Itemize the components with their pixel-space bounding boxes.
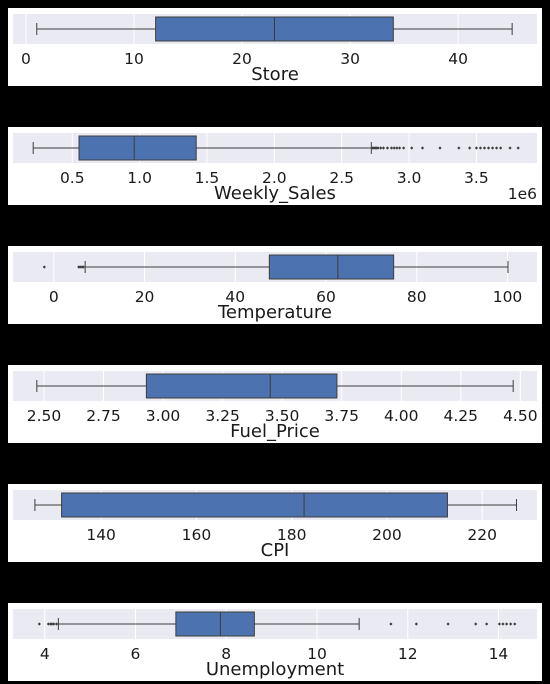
offset-label-weekly-sales: 1e6 (508, 185, 537, 203)
tick-label-fuel-price: 3.25 (205, 407, 240, 425)
outlier-point-weekly-sales (478, 146, 483, 150)
outlier-point-weekly-sales (468, 146, 472, 150)
tick-label-fuel-price: 2.75 (86, 407, 121, 425)
tick-label-cpi: 180 (277, 526, 307, 544)
outlier-point-weekly-sales (392, 146, 396, 150)
tick-label-unemployment: 14 (489, 645, 509, 663)
outlier-point-weekly-sales (474, 146, 478, 150)
tick-label-weekly-sales: 0.5 (60, 169, 85, 187)
tick-label-store: 30 (340, 50, 360, 68)
outlier-point-unemployment (54, 622, 59, 626)
x-axis-label-fuel-price: Fuel_Price (230, 421, 320, 442)
tick-label-unemployment: 6 (131, 645, 141, 663)
outlier-point-unemployment (497, 622, 501, 626)
tick-label-temperature: 100 (493, 288, 523, 306)
outlier-point-weekly-sales (438, 146, 442, 150)
panel-fuel-price: 2.50 2.75 3.00 3.25 3.50 3.75 4.00 4.25 4.50 Fuel… (8, 365, 542, 443)
outlier-point-weekly-sales (457, 146, 461, 150)
panel-cpi: 140 160 180 200 220 CPI (8, 484, 542, 562)
outlier-point-unemployment (37, 622, 41, 626)
outlier-point-unemployment (509, 622, 513, 626)
x-axis-label-temperature: Temperature (217, 302, 332, 323)
outlier-point-weekly-sales (381, 146, 386, 150)
outlier-point-temperature (42, 265, 46, 269)
outlier-point-temperature (81, 265, 85, 269)
outlier-point-unemployment (485, 622, 489, 626)
outlier-point-weekly-sales (385, 146, 390, 150)
outlier-point-unemployment (505, 622, 509, 626)
box-fuel-price (145, 373, 338, 399)
panel-unemployment: 4 6 8 10 12 14 Unemployment (8, 603, 542, 681)
outlier-point-unemployment (501, 622, 505, 626)
outlier-point-unemployment (50, 622, 54, 626)
box-unemployment (175, 611, 255, 637)
outlier-point-weekly-sales (508, 146, 512, 150)
tick-label-temperature: 40 (225, 288, 245, 306)
outlier-point-weekly-sales (379, 146, 383, 150)
outlier-point-weekly-sales (395, 146, 399, 150)
tick-label-weekly-sales: 2.5 (329, 169, 354, 187)
tick-label-weekly-sales: 2.0 (262, 169, 287, 187)
tick-label-temperature: 20 (135, 288, 155, 306)
tick-label-cpi: 160 (182, 526, 212, 544)
outlier-point-weekly-sales (494, 146, 499, 150)
tick-label-fuel-price: 3.50 (265, 407, 300, 425)
tick-label-unemployment: 10 (307, 645, 327, 663)
tick-label-weekly-sales: 3.0 (397, 169, 422, 187)
tick-label-fuel-price: 4.25 (444, 407, 479, 425)
tick-label-store: 40 (448, 50, 468, 68)
x-axis-label-weekly-sales: Weekly_Sales (214, 183, 336, 204)
panel-store: 0 10 20 30 40 Store (8, 8, 542, 86)
outlier-point-temperature (78, 265, 82, 269)
outlier-point-unemployment (414, 622, 418, 626)
outlier-point-weekly-sales (420, 146, 425, 150)
tick-label-unemployment: 12 (398, 645, 418, 663)
outlier-point-weekly-sales (410, 146, 414, 150)
outlier-point-unemployment (46, 622, 50, 626)
outlier-point-weekly-sales (398, 146, 402, 150)
outlier-point-weekly-sales (516, 146, 520, 150)
tick-label-cpi: 140 (86, 526, 116, 544)
outlier-point-unemployment (446, 622, 450, 626)
x-axis-label-store: Store (251, 64, 299, 85)
tick-label-fuel-price: 4.50 (503, 407, 538, 425)
box-cpi (61, 492, 448, 518)
tick-label-fuel-price: 4.00 (384, 407, 419, 425)
outlier-point-weekly-sales (376, 146, 380, 150)
panel-temperature: 0 20 40 60 80 100 Temperature (8, 246, 542, 324)
outlier-point-weekly-sales (499, 146, 503, 150)
tick-label-fuel-price: 3.75 (324, 407, 359, 425)
tick-label-weekly-sales: 1.5 (195, 169, 220, 187)
tick-label-cpi: 200 (372, 526, 402, 544)
panel-weekly-sales: 0.5 1.0 1.5 2.0 2.5 3.0 3.5 1e6 Weekly_Sales (8, 127, 542, 205)
tick-label-store: 0 (21, 50, 31, 68)
box-weekly-sales (78, 135, 197, 161)
tick-label-temperature: 0 (49, 288, 59, 306)
tick-label-fuel-price: 3.00 (146, 407, 181, 425)
outlier-point-weekly-sales (389, 146, 394, 150)
tick-label-temperature: 80 (407, 288, 427, 306)
outlier-point-unemployment (52, 622, 56, 626)
tick-label-unemployment: 4 (40, 645, 50, 663)
outlier-point-weekly-sales (490, 146, 495, 150)
tick-label-temperature: 60 (316, 288, 336, 306)
outlier-point-weekly-sales (482, 146, 487, 150)
outlier-point-unemployment (513, 622, 517, 626)
tick-label-fuel-price: 2.50 (27, 407, 62, 425)
tick-label-unemployment: 8 (221, 645, 231, 663)
tick-label-store: 10 (124, 50, 144, 68)
box-temperature (268, 254, 395, 280)
outlier-point-weekly-sales (486, 146, 491, 150)
outlier-point-unemployment (474, 622, 478, 626)
tick-label-weekly-sales: 3.5 (464, 169, 489, 187)
x-axis-label-unemployment: Unemployment (206, 659, 344, 680)
outlier-point-unemployment (389, 622, 393, 626)
tick-label-cpi: 220 (467, 526, 497, 544)
outlier-point-weekly-sales (402, 146, 406, 150)
tick-label-store: 20 (232, 50, 252, 68)
x-axis-label-cpi: CPI (261, 540, 290, 561)
tick-label-weekly-sales: 1.0 (127, 169, 152, 187)
